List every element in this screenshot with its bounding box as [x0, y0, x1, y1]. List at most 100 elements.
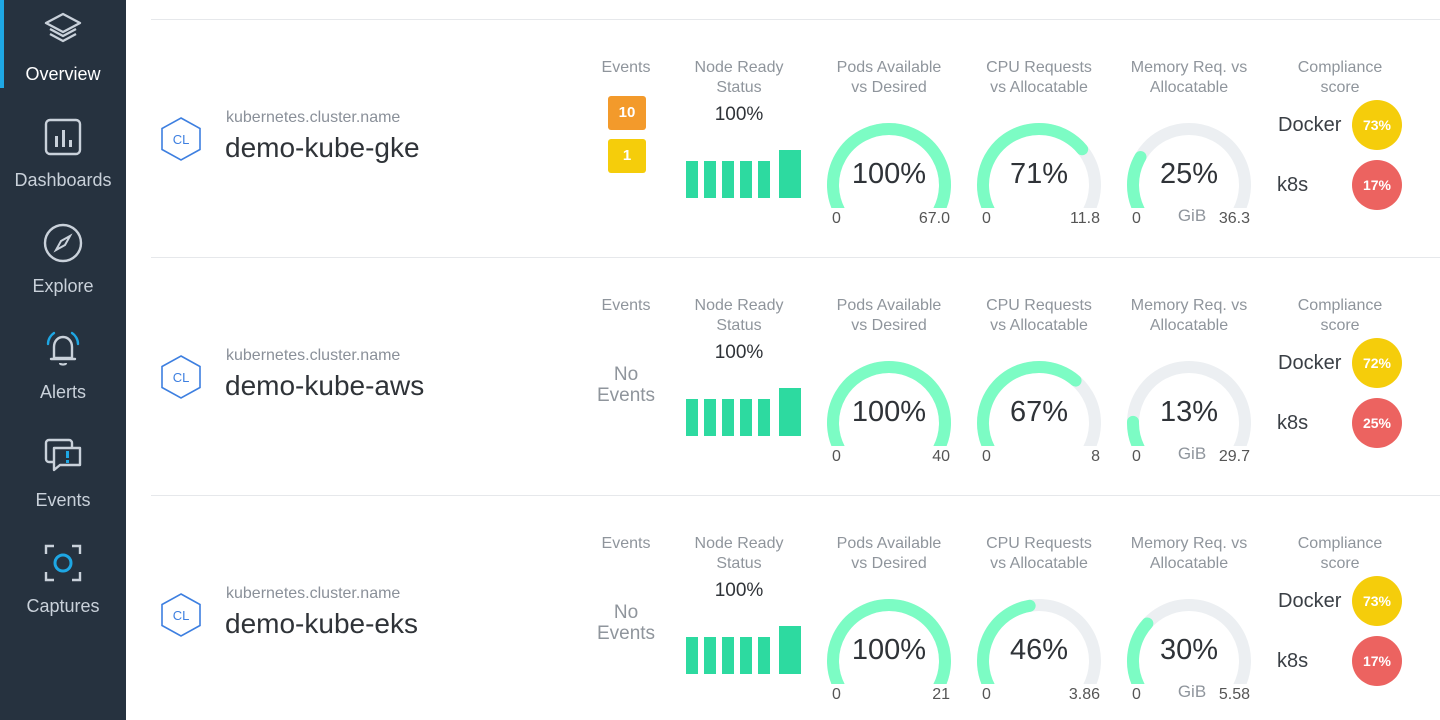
nav-label: Alerts [39, 382, 86, 402]
gauge-arc [977, 122, 1101, 208]
gauge-fill [977, 599, 1036, 684]
docker-score[interactable]: 72% [1352, 338, 1402, 388]
docker-score[interactable]: 73% [1352, 100, 1402, 150]
gauge-value: 67% [1009, 396, 1069, 428]
compliance-header: Compliance score [1270, 296, 1410, 336]
header-line: Events [601, 297, 651, 314]
memory-gauge[interactable]: 25% 0 GiB 36.3 [1124, 118, 1254, 228]
header-line: Status [716, 555, 762, 572]
event-count-badge[interactable]: 1 [608, 139, 646, 173]
node-bar [740, 637, 752, 674]
header-line: Status [716, 79, 762, 96]
node-ready-percent: 100% [714, 342, 764, 363]
gauge-arc [1127, 599, 1251, 684]
gauge-max: 3.86 [1068, 686, 1100, 703]
gauge-value: 30% [1159, 634, 1219, 666]
node-bar [722, 399, 734, 436]
nav-label: Dashboards [14, 170, 112, 190]
node-bar [758, 399, 770, 436]
header-line: vs Allocatable [990, 79, 1088, 96]
node-ready-header: Node Ready Status [669, 296, 809, 336]
pods-gauge[interactable]: 100% 0 40 [824, 356, 954, 466]
pods-gauge[interactable]: 100% 0 21 [824, 594, 954, 704]
gauge-fill [1127, 617, 1154, 684]
gauge-arc [977, 361, 1101, 446]
cpu-gauge[interactable]: 67% 0 8 [974, 356, 1104, 466]
gauge-max: 5.58 [1218, 686, 1250, 703]
bell-icon [46, 331, 80, 366]
cluster-field-label: kubernetes.cluster.name [226, 109, 401, 126]
header-line: Status [716, 317, 762, 334]
gauge-min: 0 [832, 686, 841, 703]
cluster-name[interactable]: demo-kube-eks [225, 608, 418, 639]
gauge-unit: GiB [1177, 444, 1207, 463]
gauge-max: 40 [932, 448, 950, 465]
header-line: score [1320, 79, 1360, 96]
cluster-name[interactable]: demo-kube-gke [225, 132, 420, 163]
header-line: Node Ready [694, 535, 784, 552]
cluster-name[interactable]: demo-kube-aws [225, 370, 425, 401]
nav-label: Captures [26, 596, 100, 616]
cpu-gauge[interactable]: 71% 0 11.8 [974, 118, 1104, 228]
cluster-field-label: kubernetes.cluster.name [226, 585, 401, 602]
gauge-max: 11.8 [1070, 210, 1100, 227]
event-count-badge[interactable]: 10 [608, 96, 646, 130]
node-ready-percent: 100% [714, 580, 764, 601]
k8s-score[interactable]: 17% [1352, 636, 1402, 686]
gauge-min: 0 [982, 448, 991, 465]
cpu-header: CPU Requests vs Allocatable [969, 296, 1109, 336]
nav-item-explore[interactable]: Explore [0, 212, 126, 312]
cluster-row[interactable]: CL kubernetes.cluster.name demo-kube-aws E… [126, 258, 1440, 496]
node-ready-percent: 100% [714, 104, 764, 125]
nav-item-alerts[interactable]: Alerts [0, 318, 126, 418]
gauge-max: 29.7 [1218, 448, 1250, 465]
cluster-hexagon-icon: CL [161, 355, 201, 399]
header-line: Allocatable [1149, 555, 1229, 572]
gauge-arc [827, 599, 951, 684]
header-line: vs Desired [851, 555, 927, 572]
cpu-header: CPU Requests vs Allocatable [969, 534, 1109, 574]
node-bar [722, 637, 734, 674]
cluster-row[interactable]: CL kubernetes.cluster.name demo-kube-eks E… [126, 496, 1440, 720]
gauge-arc [827, 123, 951, 208]
k8s-label: k8s [1277, 650, 1309, 672]
nav-item-dashboards[interactable]: Dashboards [0, 106, 126, 206]
gauge-fill [827, 123, 951, 208]
cluster-row[interactable]: CL kubernetes.cluster.name demo-kube-gke E… [126, 20, 1440, 258]
no-events-line: No [613, 602, 639, 623]
pods-gauge[interactable]: 100% 0 67.0 [824, 118, 954, 228]
gauge-min: 0 [1132, 448, 1141, 465]
events-header: Events [556, 296, 696, 316]
cpu-gauge[interactable]: 46% 0 3.86 [974, 594, 1104, 704]
k8s-score[interactable]: 25% [1352, 398, 1402, 448]
gauge-fill [827, 361, 951, 446]
node-bar [758, 637, 770, 674]
header-line: vs Allocatable [990, 555, 1088, 572]
gauge-min: 0 [982, 210, 991, 227]
node-ready-header: Node Ready Status [669, 58, 809, 98]
k8s-score[interactable]: 17% [1352, 160, 1402, 210]
nav-item-events[interactable]: Events [0, 424, 126, 524]
nav-item-overview[interactable]: Overview [0, 0, 126, 100]
node-bar [779, 388, 801, 436]
memory-header: Memory Req. vs Allocatable [1119, 296, 1259, 336]
docker-score[interactable]: 73% [1352, 576, 1402, 626]
header-line: Compliance [1297, 59, 1383, 76]
gauge-value: 13% [1159, 396, 1219, 428]
memory-gauge[interactable]: 30% 0 GiB 5.58 [1124, 594, 1254, 704]
node-bar [704, 399, 716, 436]
cpu-header: CPU Requests vs Allocatable [969, 58, 1109, 98]
docker-label: Docker [1278, 114, 1342, 136]
events-header: Events [556, 58, 696, 78]
docker-label: Docker [1278, 352, 1342, 374]
nav-label: Explore [32, 276, 94, 296]
cluster-overview: CL kubernetes.cluster.name demo-kube-gke E… [126, 0, 1440, 720]
nav-item-captures[interactable]: Captures [0, 530, 126, 630]
pods-header: Pods Available vs Desired [819, 534, 959, 574]
nav-label: Events [35, 490, 91, 510]
header-line: CPU Requests [986, 535, 1092, 552]
no-events-text: No Events [576, 364, 676, 406]
memory-gauge[interactable]: 13% 0 GiB 29.7 [1124, 356, 1254, 466]
gauge-value: 100% [851, 158, 927, 190]
docker-label: Docker [1278, 590, 1342, 612]
